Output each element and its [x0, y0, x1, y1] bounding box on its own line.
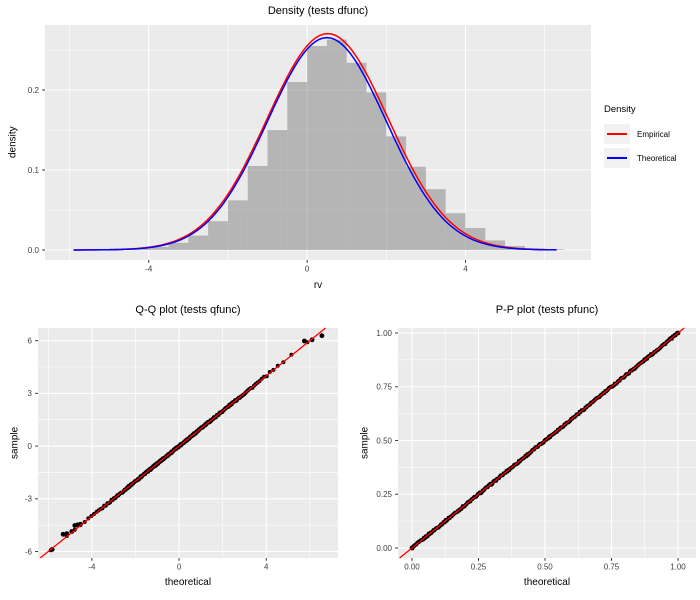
- y-tick-label: 0.1: [28, 166, 40, 175]
- pp-plot-title: P-P plot (tests pfunc): [495, 304, 599, 316]
- histogram-bar: [148, 246, 169, 250]
- legend-entry-theoretical: Theoretical: [604, 148, 677, 168]
- density-y-axis-title: density: [7, 126, 19, 159]
- legend-label-theoretical: Theoretical: [637, 153, 677, 163]
- histogram-bar: [287, 82, 308, 250]
- axis-ticks: 0.00 0.25 0.50 0.75 1.00 0.00 0.25 0.50 0.75 1.00: [376, 329, 686, 572]
- reference-line: [39, 327, 326, 559]
- legend-key-box: [604, 148, 630, 168]
- density-legend: Density Empirical Theoretical: [604, 104, 677, 172]
- histogram-bar: [307, 46, 327, 250]
- outlier-point: [302, 338, 307, 344]
- x-tick-label: 0: [177, 563, 182, 572]
- histogram-bars: [89, 39, 565, 251]
- x-tick-label: 1.00: [670, 563, 686, 572]
- histogram-bar: [247, 166, 268, 250]
- axis-ticks: -4 0 4 -6 -3 0 3 6: [25, 336, 269, 571]
- outlier-point: [60, 531, 66, 537]
- qq-plot-title: Q-Q plot (tests qfunc): [135, 304, 241, 316]
- x-tick-label: 0: [305, 265, 310, 274]
- x-tick-label: 0.00: [404, 563, 420, 572]
- y-tick-label: 0.0: [28, 246, 40, 255]
- histogram-bar: [267, 130, 288, 250]
- qq-y-axis-title: sample: [9, 426, 21, 460]
- histogram-bar: [326, 39, 347, 250]
- histogram-bar: [386, 136, 407, 250]
- pp-y-axis-title: sample: [359, 426, 371, 460]
- legend-label-empirical: Empirical: [637, 129, 670, 139]
- y-tick-label: 0.2: [28, 86, 40, 95]
- histogram-bar: [366, 92, 387, 251]
- y-tick-label: 0.00: [376, 544, 392, 553]
- histogram-bar: [346, 62, 367, 250]
- y-tick-label: 1.00: [376, 329, 392, 338]
- qq-x-axis-title: theoretical: [164, 577, 212, 588]
- x-tick-label: -4: [88, 563, 96, 572]
- histogram-bar: [406, 166, 426, 250]
- x-tick-label: 0.50: [537, 563, 553, 572]
- histogram-bar: [208, 221, 228, 250]
- histogram-bar: [188, 235, 209, 250]
- legend-key-box: [604, 124, 630, 144]
- pp-x-axis-title: theoretical: [523, 577, 571, 588]
- histogram-bar: [425, 189, 446, 250]
- y-tick-label: 0.25: [376, 490, 392, 499]
- empirical-line-icon: [607, 133, 627, 135]
- x-tick-label: -4: [145, 265, 153, 274]
- density-plot-panel: -4 0 4 0.0 0.1 0.2: [28, 25, 591, 274]
- x-tick-label: 4: [463, 265, 468, 274]
- y-tick-label: 0.75: [376, 383, 392, 392]
- pp-plot-panel: 0.00 0.25 0.50 0.75 1.00 0.00 0.25 0.50 0.75 1.00: [376, 327, 696, 572]
- x-tick-label: 4: [264, 563, 269, 572]
- y-tick-label: 0: [28, 442, 33, 451]
- histogram-bar: [168, 242, 189, 250]
- theoretical-density-curve: [73, 36, 557, 251]
- reference-line: [399, 327, 685, 559]
- qq-plot-panel: -4 0 4 -6 -3 0 3 6: [25, 327, 338, 572]
- legend-entry-empirical: Empirical: [604, 124, 677, 144]
- histogram-bar: [227, 200, 248, 250]
- y-tick-label: -3: [25, 495, 33, 504]
- y-tick-label: 3: [28, 389, 33, 398]
- y-tick-label: 0.50: [376, 436, 392, 445]
- y-tick-label: 6: [28, 336, 33, 345]
- y-tick-label: -6: [25, 547, 33, 556]
- axis-ticks: -4 0 4 0.0 0.1 0.2: [28, 86, 468, 274]
- outlier-point: [78, 521, 83, 527]
- outlier-point: [319, 333, 325, 339]
- density-x-axis-title: rv: [313, 280, 323, 291]
- x-tick-label: 0.25: [471, 563, 487, 572]
- density-legend-title: Density: [604, 104, 636, 115]
- density-plot-title: Density (tests dfunc): [267, 5, 369, 17]
- x-tick-label: 0.75: [604, 563, 620, 572]
- theoretical-line-icon: [607, 157, 627, 159]
- outlier-point: [49, 547, 55, 552]
